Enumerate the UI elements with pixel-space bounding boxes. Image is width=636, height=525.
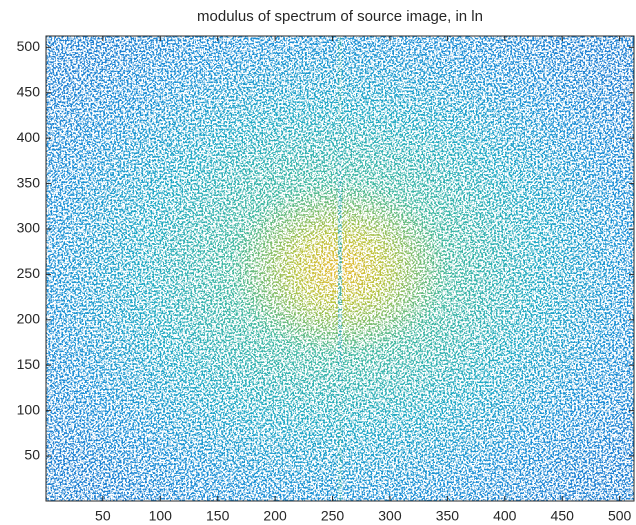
x-tick-label: 450 <box>551 508 575 524</box>
speckle <box>46 36 634 501</box>
x-tick-label: 500 <box>608 508 632 524</box>
y-tick-label: 400 <box>17 129 41 145</box>
x-tick-label: 50 <box>95 508 111 524</box>
x-tick-label: 100 <box>149 508 173 524</box>
x-tick-label: 300 <box>378 508 402 524</box>
y-tick-label: 300 <box>17 220 41 236</box>
y-tick-label: 350 <box>17 174 41 190</box>
y-tick-label: 500 <box>17 38 41 54</box>
y-tick-label: 200 <box>17 311 41 327</box>
y-tick-label: 450 <box>17 83 41 99</box>
x-tick-label: 250 <box>321 508 345 524</box>
chart-title: modulus of spectrum of source image, in … <box>197 8 483 25</box>
x-tick-label: 150 <box>206 508 230 524</box>
x-tick-label: 200 <box>263 508 287 524</box>
spectrum-image <box>46 36 634 501</box>
x-tick-label: 350 <box>436 508 460 524</box>
y-tick-label: 100 <box>17 401 41 417</box>
y-tick-label: 150 <box>17 356 41 372</box>
axes-frame <box>45 35 635 502</box>
x-tick-label: 400 <box>493 508 517 524</box>
y-tick-label: 50 <box>24 447 40 463</box>
y-tick-label: 250 <box>17 265 41 281</box>
